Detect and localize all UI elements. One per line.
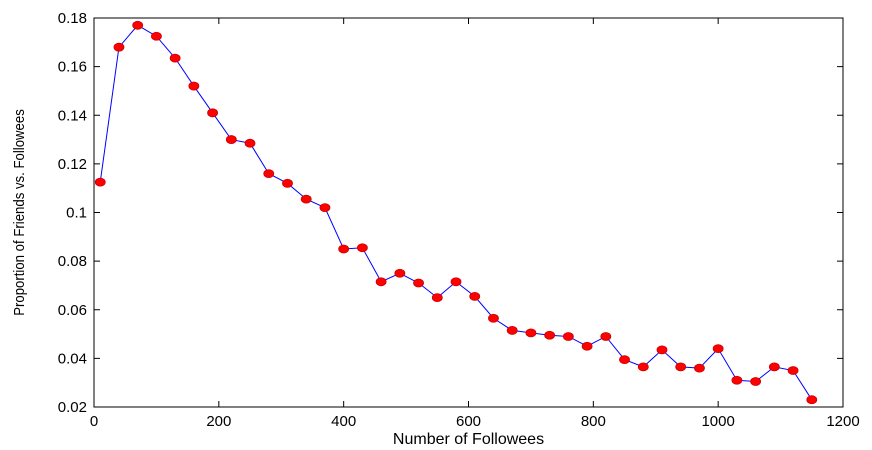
data-point [637, 362, 649, 372]
data-point [562, 332, 574, 341]
data-point [544, 330, 556, 340]
data-point [356, 243, 368, 253]
x-tick-label: 0 [90, 413, 98, 430]
x-tick-label: 600 [456, 413, 481, 430]
x-axis-label: Number of Followees [393, 431, 544, 448]
data-point [600, 332, 612, 341]
data-point [188, 81, 200, 91]
y-axis-label: Proportion of Friends vs. Followees [10, 109, 27, 316]
data-point [207, 108, 218, 118]
data-point [581, 341, 593, 351]
data-point [263, 169, 275, 179]
data-point [94, 177, 106, 187]
x-tick-label: 1000 [701, 413, 734, 430]
data-point [113, 42, 125, 52]
y-tick-label: 0.12 [58, 156, 87, 173]
series-line [99, 24, 813, 400]
data-point [750, 377, 762, 386]
axis-ticks: 0 200 400 600 800 1000 1200 0.02 0.04 0.06 0.08 0.1… [58, 10, 860, 430]
y-tick-label: 0.1 [66, 205, 87, 222]
data-point [675, 362, 687, 372]
data-point [151, 31, 162, 41]
y-tick-label: 0.16 [58, 59, 87, 76]
y-tick-label: 0.04 [58, 350, 87, 367]
data-point [656, 345, 668, 355]
data-point [787, 366, 799, 375]
y-tick-label: 0.06 [58, 302, 87, 319]
data-point [431, 293, 443, 302]
data-point [694, 363, 705, 373]
data-point [300, 194, 312, 204]
data-point [731, 375, 743, 385]
plot-marks [94, 20, 818, 405]
x-tick-label: 1200 [826, 413, 859, 430]
y-tick-label: 0.14 [58, 107, 87, 124]
data-point [525, 328, 537, 338]
data-point [619, 355, 630, 364]
data-point [244, 138, 256, 148]
data-point [712, 344, 724, 354]
data-point [450, 277, 462, 287]
data-point [469, 291, 481, 301]
data-point [768, 362, 780, 372]
plot-frame [93, 17, 844, 408]
data-point [806, 395, 818, 405]
x-tick-label: 400 [331, 413, 356, 430]
y-tick-label: 0.18 [58, 10, 87, 27]
data-point [282, 178, 293, 188]
data-point [132, 20, 144, 30]
data-point [506, 326, 518, 335]
x-tick-label: 200 [206, 413, 231, 430]
data-point [413, 278, 424, 288]
x-tick-label: 800 [581, 413, 606, 430]
data-point [319, 203, 331, 213]
data-point [488, 313, 499, 323]
data-point [169, 53, 181, 63]
data-point [394, 268, 406, 278]
data-point [338, 244, 350, 254]
data-point [225, 135, 237, 144]
y-tick-label: 0.08 [58, 253, 87, 270]
y-tick-label: 0.02 [58, 399, 87, 416]
data-point [375, 277, 387, 287]
